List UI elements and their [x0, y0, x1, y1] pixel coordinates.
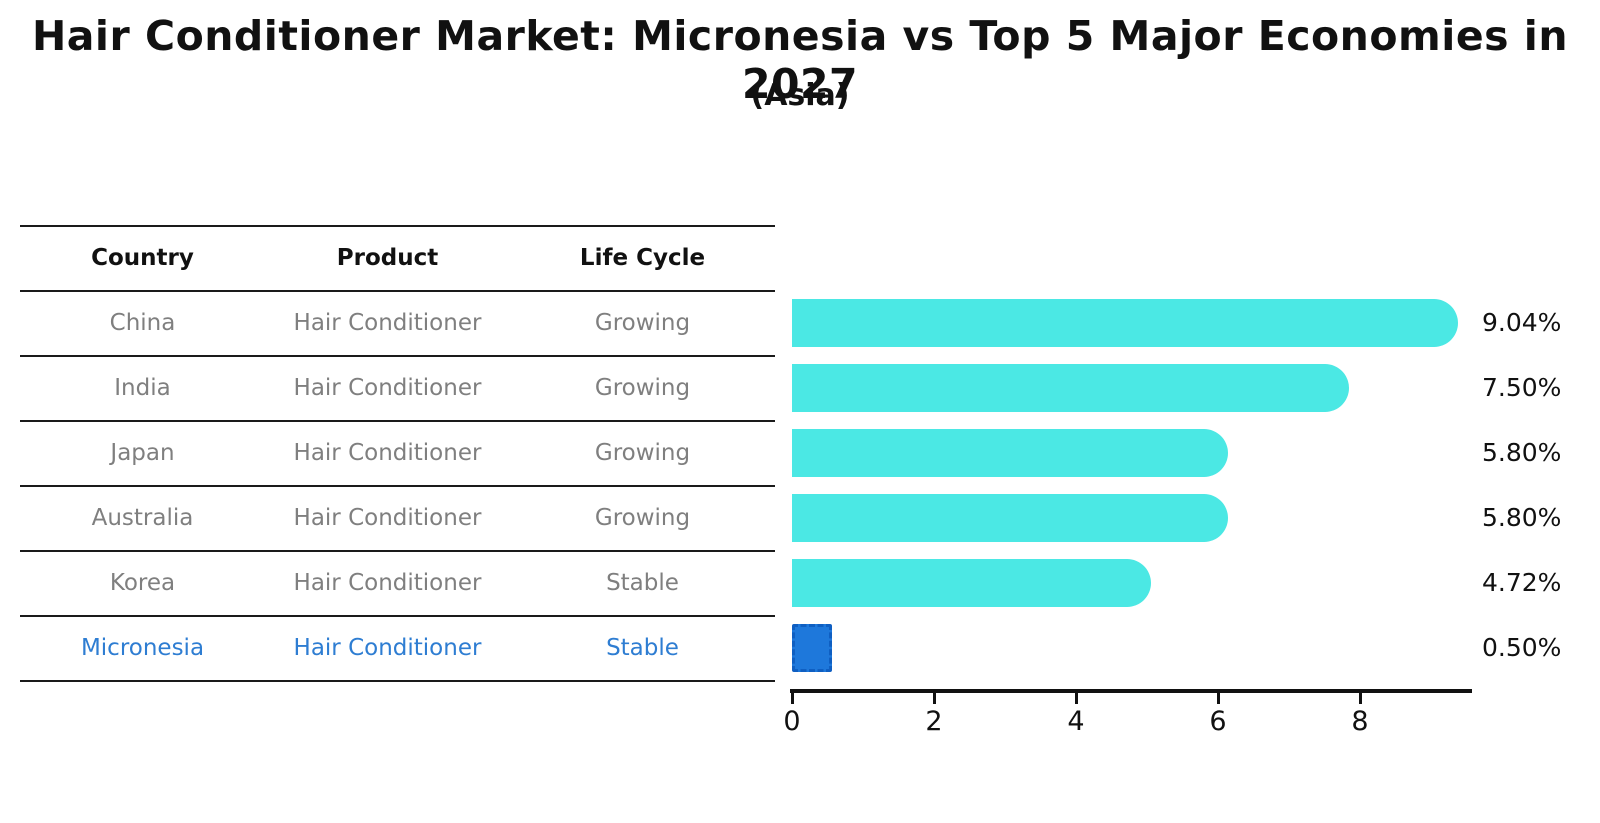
cell-life-cycle: Growing — [594, 374, 691, 401]
bar-china — [792, 299, 1458, 347]
value-label-australia: 5.80% — [1482, 503, 1562, 532]
cell-country: India — [114, 374, 171, 401]
column-header-life-cycle: Life Cycle — [579, 244, 706, 271]
cell-life-cycle: Growing — [594, 439, 691, 466]
x-axis-tick — [1217, 693, 1220, 704]
value-label-india: 7.50% — [1482, 373, 1562, 402]
table-row-india: India Hair Conditioner Growing — [20, 355, 775, 420]
value-label-china: 9.04% — [1482, 308, 1562, 337]
table-rule — [20, 290, 775, 292]
value-label-japan: 5.80% — [1482, 438, 1562, 467]
cell-product: Hair Conditioner — [293, 634, 482, 661]
value-label-korea: 4.72% — [1482, 568, 1562, 597]
cell-product: Hair Conditioner — [293, 309, 482, 336]
x-axis-tick — [1075, 693, 1078, 704]
table-header-row: Country Product Life Cycle — [20, 225, 775, 290]
value-label-micronesia: 0.50% — [1482, 633, 1562, 662]
cell-country: Japan — [110, 439, 175, 466]
cell-life-cycle: Stable — [606, 634, 679, 661]
column-header-country: Country — [91, 244, 194, 271]
cell-life-cycle: Stable — [606, 569, 679, 596]
table-rule — [20, 550, 775, 552]
table-rule — [20, 225, 775, 227]
x-axis-line — [790, 689, 1472, 693]
cell-country: China — [109, 309, 176, 336]
x-axis-tick — [933, 693, 936, 704]
table-row-australia: Australia Hair Conditioner Growing — [20, 485, 775, 550]
cell-life-cycle: Growing — [594, 504, 691, 531]
cell-product: Hair Conditioner — [293, 504, 482, 531]
cell-product: Hair Conditioner — [293, 439, 482, 466]
table-rule — [20, 355, 775, 357]
x-axis-tick-label: 6 — [1209, 706, 1227, 737]
table-rule — [20, 615, 775, 617]
x-axis-tick-label: 0 — [783, 706, 801, 737]
table-row-japan: Japan Hair Conditioner Growing — [20, 420, 775, 485]
bar-japan — [792, 429, 1228, 477]
cell-country: Australia — [91, 504, 194, 531]
cell-country: Micronesia — [80, 634, 205, 661]
table-rule — [20, 420, 775, 422]
bar-korea — [792, 559, 1152, 607]
x-axis-tick — [791, 693, 794, 704]
cell-life-cycle: Growing — [594, 309, 691, 336]
cell-product: Hair Conditioner — [293, 374, 482, 401]
bar-australia — [792, 494, 1228, 542]
chart-subtitle: (Asia) — [750, 78, 850, 113]
x-axis-tick-label: 8 — [1351, 706, 1369, 737]
table-row-micronesia: Micronesia Hair Conditioner Stable — [20, 615, 775, 680]
table-row-korea: Korea Hair Conditioner Stable — [20, 550, 775, 615]
cell-product: Hair Conditioner — [293, 569, 482, 596]
chart-title: Hair Conditioner Market: Micronesia vs T… — [31, 12, 1569, 108]
bar-india — [792, 364, 1349, 412]
column-header-product: Product — [336, 244, 439, 271]
x-axis-tick — [1359, 693, 1362, 704]
table-rule — [20, 485, 775, 487]
cell-country: Korea — [109, 569, 176, 596]
x-axis-tick-label: 2 — [925, 706, 943, 737]
table-rule — [20, 680, 775, 682]
bar-micronesia — [792, 624, 832, 672]
x-axis-tick-label: 4 — [1067, 706, 1085, 737]
table-row-china: China Hair Conditioner Growing — [20, 290, 775, 355]
